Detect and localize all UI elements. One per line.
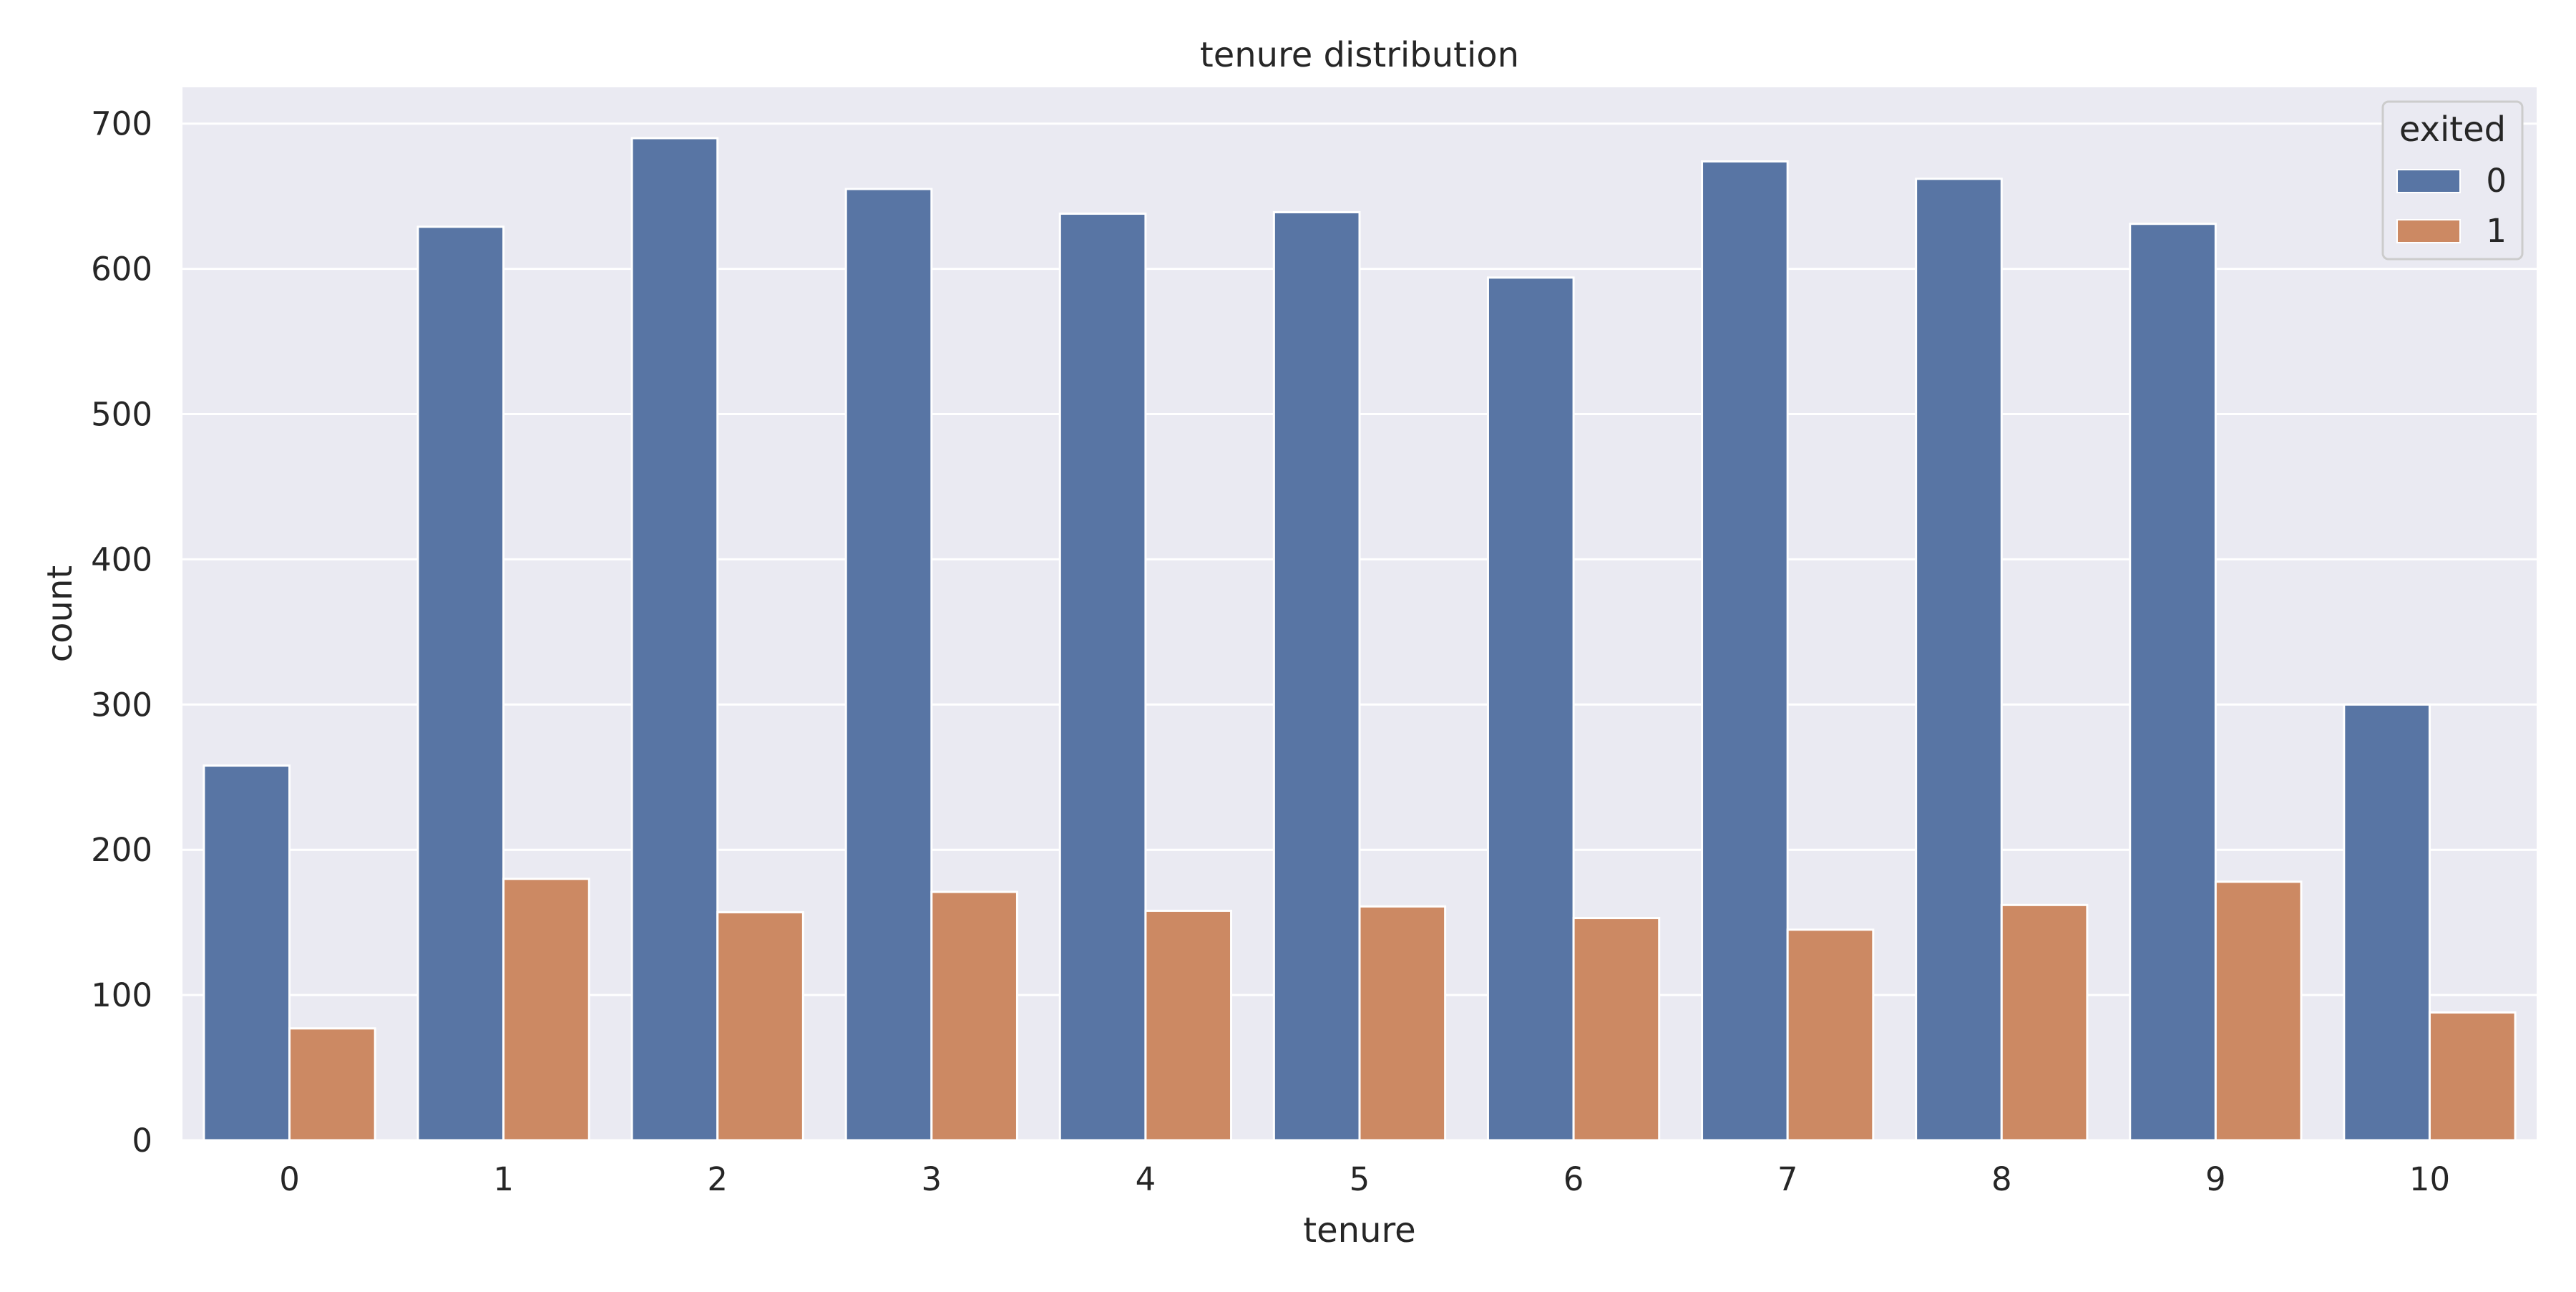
- legend-items: 01: [2396, 162, 2507, 250]
- bar-exited-1: [1786, 928, 1875, 1142]
- y-tick-label: 500: [91, 396, 152, 434]
- y-tick-label: 300: [91, 686, 152, 724]
- y-axis-ticks: 0 100 200 300 400 500 600 700: [91, 105, 152, 1160]
- x-tick-label: 5: [1350, 1160, 1370, 1198]
- legend-label: 0: [2486, 162, 2507, 200]
- bars: [203, 137, 2517, 1142]
- y-tick-label: 100: [91, 976, 152, 1014]
- chart-title: tenure distribution: [1200, 35, 1519, 75]
- bar-exited-0: [1701, 160, 1789, 1142]
- x-tick-label: 9: [2205, 1160, 2226, 1198]
- x-tick-label: 0: [279, 1160, 300, 1198]
- bar-exited-1: [288, 1027, 376, 1142]
- bar-exited-0: [1915, 178, 2003, 1142]
- bar-exited-0: [630, 137, 719, 1142]
- bar-exited-0: [416, 225, 505, 1142]
- bar-exited-1: [1144, 909, 1233, 1142]
- legend: exited 01: [2381, 100, 2524, 261]
- y-tick-label: 0: [132, 1122, 152, 1160]
- bar-exited-1: [2428, 1011, 2517, 1142]
- legend-swatch: [2396, 219, 2461, 243]
- bar-exited-0: [1486, 276, 1575, 1142]
- bar-exited-0: [2129, 223, 2217, 1142]
- legend-label: 1: [2486, 212, 2507, 250]
- y-axis-title: count: [40, 565, 80, 662]
- x-axis-ticks: 0 1 2 3 4 5 6 7 8 9 10: [279, 1160, 2450, 1198]
- bar-exited-1: [716, 910, 804, 1142]
- x-tick-label: 3: [921, 1160, 942, 1198]
- bar-exited-1: [930, 890, 1018, 1142]
- y-tick-label: 600: [91, 251, 152, 288]
- x-tick-label: 2: [707, 1160, 728, 1198]
- bar-exited-0: [1058, 213, 1147, 1142]
- bar-exited-0: [844, 188, 933, 1142]
- x-tick-label: 4: [1136, 1160, 1156, 1198]
- x-tick-label: 1: [493, 1160, 514, 1198]
- bar-exited-1: [1572, 917, 1661, 1142]
- x-tick-label: 8: [1991, 1160, 2012, 1198]
- bar-exited-1: [1358, 905, 1447, 1142]
- bar-exited-0: [2343, 703, 2431, 1142]
- y-tick-label: 200: [91, 831, 152, 869]
- x-axis-title: tenure: [1303, 1210, 1415, 1250]
- bar-exited-1: [2000, 903, 2089, 1142]
- y-tick-label: 400: [91, 540, 152, 578]
- bar-exited-1: [2214, 880, 2303, 1142]
- bar-exited-1: [502, 878, 590, 1142]
- bar-exited-0: [1272, 210, 1361, 1142]
- x-tick-label: 6: [1563, 1160, 1584, 1198]
- legend-swatch: [2396, 169, 2461, 193]
- bar-exited-0: [203, 764, 291, 1142]
- x-tick-label: 7: [1777, 1160, 1798, 1198]
- y-tick-label: 700: [91, 105, 152, 143]
- x-tick-label: 10: [2409, 1160, 2450, 1198]
- legend-title: exited: [2399, 110, 2506, 150]
